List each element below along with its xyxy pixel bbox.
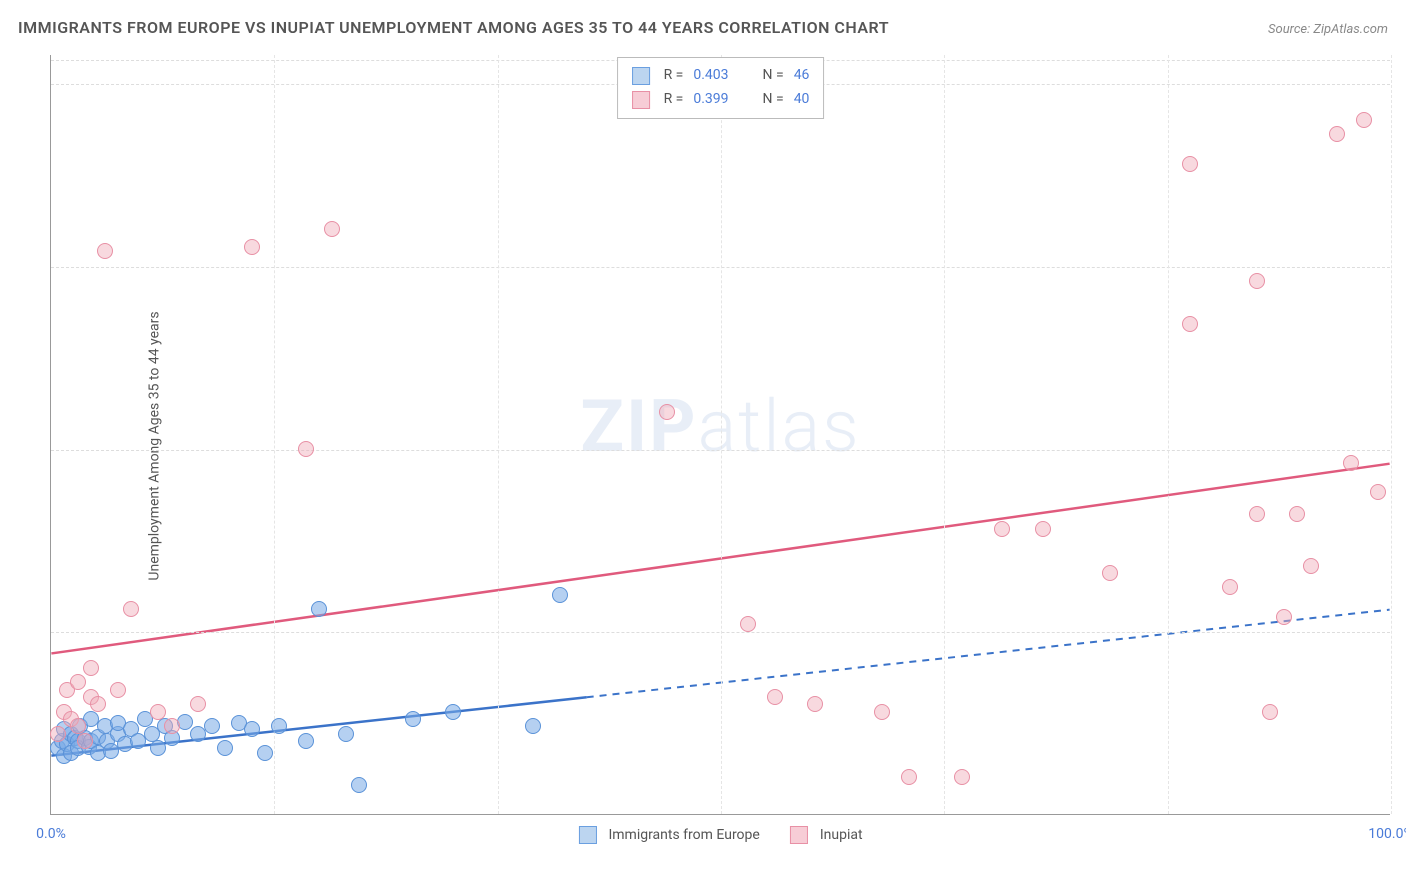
n-value: 46	[794, 64, 810, 88]
scatter-point	[874, 704, 890, 720]
scatter-point	[1343, 455, 1359, 471]
scatter-point	[1289, 506, 1305, 522]
scatter-point	[1102, 565, 1118, 581]
legend-correlation: R = 0.403 N = 46 R = 0.399 N = 40	[617, 57, 825, 119]
scatter-point	[70, 718, 86, 734]
gridline-v	[498, 55, 499, 814]
gridline-v	[274, 55, 275, 814]
scatter-point	[525, 718, 541, 734]
legend-swatch	[578, 826, 596, 844]
scatter-point	[271, 718, 287, 734]
scatter-point	[445, 704, 461, 720]
scatter-point	[50, 726, 66, 742]
scatter-point	[994, 521, 1010, 537]
scatter-point	[1329, 126, 1345, 142]
scatter-point	[217, 740, 233, 756]
legend-swatch	[632, 91, 650, 109]
legend-correlation-row: R = 0.403 N = 46	[632, 64, 810, 88]
scatter-point	[324, 221, 340, 237]
scatter-point	[204, 718, 220, 734]
watermark-light: atlas	[698, 384, 861, 469]
r-label: R =	[664, 88, 684, 112]
scatter-point	[311, 601, 327, 617]
scatter-point	[1222, 579, 1238, 595]
scatter-point	[740, 616, 756, 632]
scatter-point	[97, 243, 113, 259]
y-tick-label: 12.5%	[1395, 624, 1406, 640]
scatter-point	[90, 696, 106, 712]
legend-swatch	[632, 67, 650, 85]
r-value: 0.399	[693, 88, 728, 112]
scatter-point	[244, 239, 260, 255]
n-value: 40	[794, 88, 810, 112]
scatter-point	[190, 696, 206, 712]
y-tick-label: 37.5%	[1395, 259, 1406, 275]
watermark-bold: ZIP	[580, 384, 697, 469]
x-tick-label: 100.0%	[1368, 826, 1406, 842]
legend-series-item: Inupiat	[790, 826, 863, 844]
scatter-point	[1370, 484, 1386, 500]
scatter-point	[77, 733, 93, 749]
r-label: R =	[664, 64, 684, 88]
legend-series: Immigrants from Europe Inupiat	[578, 826, 862, 844]
scatter-point	[83, 660, 99, 676]
gridline-v	[944, 55, 945, 814]
scatter-point	[123, 601, 139, 617]
y-tick-label: 50.0%	[1395, 76, 1406, 92]
scatter-point	[901, 769, 917, 785]
gridline-v	[1168, 55, 1169, 814]
gridline-v	[1391, 55, 1392, 814]
scatter-point	[110, 682, 126, 698]
scatter-point	[298, 441, 314, 457]
scatter-point	[405, 711, 421, 727]
scatter-point	[338, 726, 354, 742]
scatter-point	[767, 689, 783, 705]
gridline-v	[721, 55, 722, 814]
scatter-point	[659, 404, 675, 420]
scatter-point	[70, 674, 86, 690]
scatter-point	[1249, 273, 1265, 289]
y-tick-label: 25.0%	[1395, 442, 1406, 458]
scatter-point	[1249, 506, 1265, 522]
scatter-point	[1035, 521, 1051, 537]
scatter-point	[1276, 609, 1292, 625]
n-label: N =	[763, 64, 784, 88]
scatter-point	[1182, 316, 1198, 332]
scatter-point	[1356, 112, 1372, 128]
scatter-point	[1303, 558, 1319, 574]
scatter-point	[351, 777, 367, 793]
scatter-point	[164, 718, 180, 734]
scatter-point	[954, 769, 970, 785]
legend-series-item: Immigrants from Europe	[578, 826, 759, 844]
legend-swatch	[790, 826, 808, 844]
scatter-point	[1262, 704, 1278, 720]
scatter-point	[552, 587, 568, 603]
scatter-point	[244, 721, 260, 737]
chart-title: IMMIGRANTS FROM EUROPE VS INUPIAT UNEMPL…	[18, 18, 889, 37]
scatter-point	[257, 745, 273, 761]
scatter-point	[150, 740, 166, 756]
scatter-point	[298, 733, 314, 749]
legend-correlation-row: R = 0.399 N = 40	[632, 88, 810, 112]
source-label: Source: ZipAtlas.com	[1268, 22, 1388, 37]
r-value: 0.403	[693, 64, 728, 88]
scatter-point	[807, 696, 823, 712]
n-label: N =	[763, 88, 784, 112]
legend-series-label: Immigrants from Europe	[608, 827, 759, 843]
plot-area: ZIPatlas R =0.403N =46R =0.399N =40 Immi…	[50, 55, 1390, 815]
legend-series-label: Inupiat	[820, 827, 863, 843]
scatter-point	[1182, 156, 1198, 172]
x-tick-label: 0.0%	[36, 826, 66, 842]
scatter-point	[150, 704, 166, 720]
